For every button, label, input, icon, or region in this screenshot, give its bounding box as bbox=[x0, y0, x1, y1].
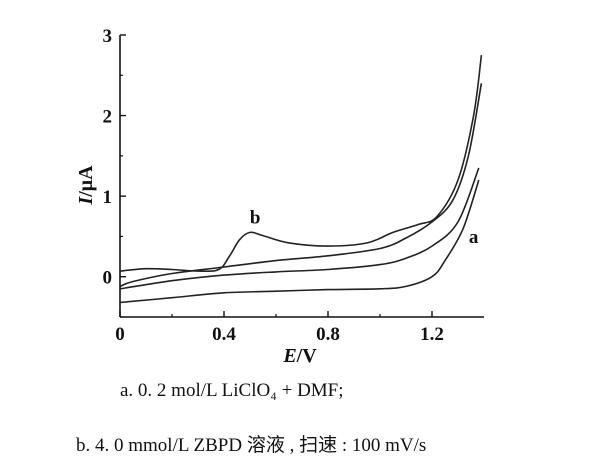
axis-titles: I/μA E/V bbox=[75, 165, 317, 367]
y-tick-label: 1 bbox=[103, 187, 113, 208]
x-axis-label-unit: /V bbox=[296, 345, 318, 367]
axes: 0 0.4 0.8 1.2 0 1 2 3 bbox=[103, 26, 484, 345]
y-axis-label: I/μA bbox=[75, 165, 97, 206]
x-tick-label: 0.4 bbox=[212, 324, 236, 345]
y-axis-label-unit: /μA bbox=[75, 165, 97, 198]
y-tick-label: 0 bbox=[103, 268, 113, 289]
series-b bbox=[119, 54, 483, 288]
series-b-reverse-scan bbox=[119, 83, 483, 288]
curve-label-a: a bbox=[469, 227, 479, 248]
x-axis-label: E/V bbox=[282, 345, 317, 367]
series-b-forward-scan bbox=[119, 54, 483, 273]
y-tick-label: 2 bbox=[103, 107, 113, 128]
x-tick-label: 0.8 bbox=[316, 324, 340, 345]
x-tick-label: 0 bbox=[115, 324, 125, 345]
series-a-forward-scan bbox=[119, 167, 480, 290]
y-tick-label: 3 bbox=[103, 26, 113, 47]
x-tick-label: 1.2 bbox=[420, 324, 444, 345]
curve-label-b: b bbox=[250, 208, 261, 229]
caption-line-b: b. 4. 0 mmol/L ZBPD 溶液 , 扫速 : 100 mV/s bbox=[76, 435, 427, 456]
series-a bbox=[119, 167, 480, 304]
y-axis-label-symbol: I bbox=[75, 196, 97, 206]
curve-labels: ba bbox=[250, 208, 479, 248]
series-a-reverse-scan bbox=[119, 179, 480, 304]
curves bbox=[119, 54, 483, 304]
x-axis-label-symbol: E bbox=[282, 345, 296, 367]
caption-line-a: a. 0. 2 mol/L LiClO₄ + DMF; bbox=[120, 380, 344, 401]
